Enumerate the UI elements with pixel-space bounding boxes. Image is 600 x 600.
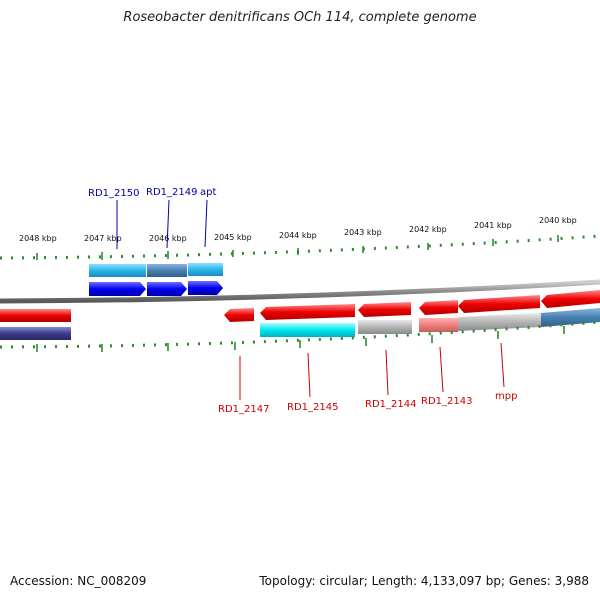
leader-line — [166, 199, 170, 249]
gene-label-mpp: mpp — [495, 391, 517, 402]
gene-reverse-arrow — [0, 309, 71, 322]
cog-block — [419, 318, 458, 332]
forward-cog-track — [89, 263, 223, 277]
gene-rd1-2149-arrow — [147, 282, 187, 296]
leader-line — [500, 342, 505, 388]
cog-block — [0, 327, 71, 340]
kbp-label: 2042 kbp — [409, 225, 447, 234]
outer-ruler — [0, 234, 600, 260]
gene-label-rd1-2147: RD1_2147 — [218, 404, 269, 415]
accession-label: Accession: NC_008209 — [10, 574, 147, 588]
gene-rd1-2143-arrow — [419, 300, 458, 315]
gene-label-rd1-2143: RD1_2143 — [421, 396, 472, 407]
gene-rd1-2145-arrow — [260, 304, 355, 320]
gene-label-rd1-2145: RD1_2145 — [287, 402, 338, 413]
kbp-label: 2045 kbp — [214, 233, 252, 242]
cog-block — [541, 308, 600, 327]
leader-line — [204, 199, 208, 248]
kbp-label: 2043 kbp — [344, 228, 382, 237]
gene-reverse-arrow — [541, 290, 600, 308]
gene-rd1-2147-arrow — [224, 308, 254, 322]
cog-block — [188, 263, 223, 276]
reverse-cog-track — [0, 308, 600, 340]
cog-block — [358, 320, 412, 334]
kbp-label: 2044 kbp — [279, 231, 317, 240]
gene-label-rd1-2149: RD1_2149 — [146, 187, 197, 198]
ruler-labels: 2048 kbp 2047 kbp 2046 kbp 2045 kbp 2044… — [19, 216, 577, 243]
genome-backbone — [0, 279, 600, 304]
forward-genes[interactable] — [89, 281, 223, 296]
page-title: Roseobacter denitrificans OCh 114, compl… — [123, 10, 477, 25]
cog-block — [147, 264, 187, 277]
cog-block — [89, 264, 146, 277]
leader-line — [307, 352, 311, 398]
leader-line — [385, 349, 389, 396]
gene-label-rd1-2150: RD1_2150 — [88, 188, 139, 199]
kbp-label: 2040 kbp — [539, 216, 577, 225]
gene-mpp-arrow — [458, 295, 540, 313]
gene-label-rd1-2144: RD1_2144 — [365, 399, 416, 410]
gene-rd1-2150-arrow — [89, 282, 146, 296]
reverse-genes[interactable] — [0, 290, 600, 322]
cog-block — [260, 323, 355, 337]
inner-ruler — [0, 320, 600, 352]
gene-label-apt: apt — [200, 187, 216, 198]
bottom-gene-labels: RD1_2147 RD1_2145 RD1_2144 RD1_2143 mpp — [218, 342, 517, 415]
kbp-label: 2047 kbp — [84, 234, 122, 243]
inner-ruler-major-ticks — [36, 326, 565, 352]
genome-summary: Topology: circular; Length: 4,133,097 bp… — [259, 574, 589, 588]
kbp-label: 2041 kbp — [474, 221, 512, 230]
kbp-label: 2048 kbp — [19, 234, 57, 243]
gene-rd1-2144-arrow — [358, 302, 411, 317]
leader-line — [439, 346, 444, 393]
cog-block — [458, 313, 541, 331]
outer-ruler-major-ticks — [36, 235, 559, 260]
gene-apt-arrow — [188, 281, 223, 295]
top-gene-labels: RD1_2150 RD1_2149 apt — [88, 187, 216, 249]
